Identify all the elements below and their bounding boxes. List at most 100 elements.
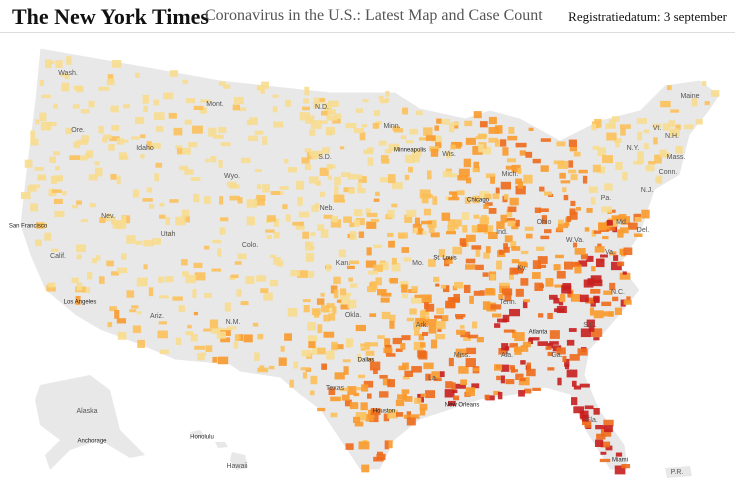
county-cluster [568,139,577,147]
county-cluster [179,165,189,171]
county-cluster [321,363,328,370]
county-cluster [600,441,611,448]
county-cluster [485,288,496,296]
county-cluster [429,146,440,152]
county-cluster [433,377,442,382]
logo: The New York Times [12,4,209,29]
county-cluster [296,180,305,190]
county-cluster [500,214,507,223]
county-cluster [406,317,415,322]
state-label: Va. [605,249,615,256]
county-cluster [476,336,484,343]
county-cluster [263,292,273,301]
state-label: Mich. [502,171,519,178]
county-cluster [606,132,617,141]
county-cluster [584,420,592,428]
county-cluster [462,224,468,233]
county-cluster [273,232,280,239]
county-cluster [240,157,251,164]
county-cluster [60,73,69,77]
county-cluster [406,417,416,426]
county-cluster [347,386,357,395]
county-cluster [613,255,619,261]
county-cluster [393,128,404,133]
county-cluster [601,301,612,307]
county-cluster [430,339,438,349]
county-cluster [398,365,406,371]
county-cluster [96,255,101,261]
state-label: Ohio [537,219,552,226]
county-cluster [425,303,435,312]
county-cluster [262,136,268,145]
county-cluster [322,147,331,154]
county-cluster [389,320,395,329]
county-cluster [369,361,381,371]
county-cluster [384,338,391,347]
county-cluster [334,185,339,195]
county-cluster [256,275,267,282]
county-cluster [370,218,379,223]
county-cluster [541,215,547,225]
county-cluster [566,339,575,346]
county-cluster [353,392,360,397]
county-cluster [132,325,142,334]
county-cluster [526,368,536,377]
county-cluster [340,304,350,310]
county-cluster [35,119,40,125]
county-cluster [262,184,270,193]
county-cluster [131,305,139,309]
county-cluster [273,256,281,266]
county-cluster [473,161,480,170]
county-cluster [459,238,467,246]
county-cluster [151,142,161,149]
county-cluster [509,197,519,206]
county-cluster [563,194,569,201]
county-cluster [578,260,588,267]
county-cluster [110,173,117,180]
county-cluster [226,326,237,330]
state-label: S.C. [583,322,597,329]
county-cluster [383,347,393,353]
county-cluster [365,350,375,356]
state-label: Nev. [101,213,115,220]
county-cluster [473,214,480,219]
county-cluster [361,124,368,128]
county-cluster [183,215,190,223]
county-cluster [532,158,541,164]
county-cluster [260,86,265,94]
alaska-outline [35,375,145,470]
county-cluster [637,151,644,160]
county-cluster [419,403,428,411]
county-cluster [377,289,387,296]
state-label: N.D. [315,104,329,111]
county-cluster [320,305,330,313]
county-cluster [53,103,58,109]
county-cluster [510,241,517,248]
county-cluster [49,156,56,163]
county-cluster [234,261,242,265]
county-cluster [566,369,578,378]
county-cluster [503,329,515,333]
county-cluster [448,357,454,367]
state-label: Okla. [345,312,361,319]
county-cluster [385,98,390,103]
county-cluster [691,98,698,107]
county-cluster [514,332,525,342]
county-cluster [373,110,380,116]
county-cluster [401,389,410,394]
county-cluster [419,319,429,326]
county-cluster [400,342,406,350]
county-cluster [203,328,212,332]
county-cluster [366,286,376,293]
county-cluster [392,337,402,345]
county-cluster [135,240,143,245]
county-cluster [582,414,589,422]
county-cluster [42,223,48,228]
county-cluster [387,174,396,184]
county-cluster [226,181,237,187]
label-layer: Wash. Mont. N.D. Minn. Maine Vt.N.H. Ore. Idaho… [9,70,700,476]
county-cluster [193,193,200,203]
county-cluster [347,173,358,180]
county-cluster [365,414,374,422]
county-cluster [410,297,422,304]
